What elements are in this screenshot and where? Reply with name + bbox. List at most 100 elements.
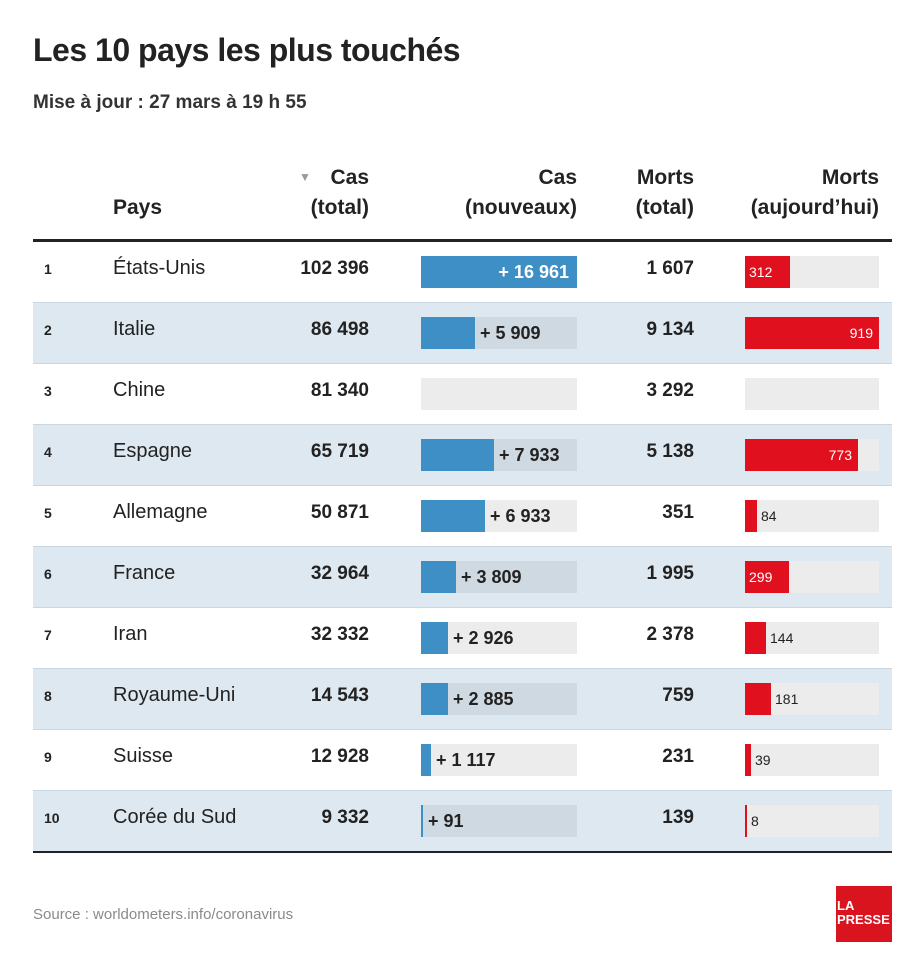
new-deaths-label: 144	[770, 630, 794, 646]
country-cell: Allemagne	[113, 501, 208, 523]
new-cases-label: + 2 885	[453, 689, 514, 709]
header-total-deaths: Morts (total)	[600, 163, 694, 223]
rank-cell: 8	[44, 688, 52, 704]
total-deaths-cell: 5 138	[646, 441, 694, 462]
header-total-cases-line1: Cas	[330, 166, 369, 189]
rank-cell: 6	[44, 566, 52, 582]
total-deaths-cell: 9 134	[646, 319, 694, 340]
total-cases-cell: 32 964	[310, 563, 369, 584]
new-deaths-bar-track: 84	[745, 500, 879, 532]
rank-cell: 1	[44, 261, 52, 277]
new-deaths-bar-track: 312	[745, 256, 879, 288]
country-cell: États-Unis	[113, 257, 206, 279]
chart-title: Les 10 pays les plus touchés	[33, 32, 461, 68]
total-cases-cell: 32 332	[310, 624, 369, 645]
new-cases-label: + 5 909	[480, 323, 541, 343]
table-row: 7 Iran 32 332 + 2 926 2 378 144	[33, 608, 892, 669]
header-new-cases-line1: Cas	[538, 166, 577, 189]
new-deaths-bar	[745, 317, 879, 349]
triangle-down-icon[interactable]: ▼	[299, 170, 311, 184]
new-cases-bar-track: + 2 885	[421, 683, 577, 715]
total-deaths-cell: 1 995	[646, 563, 694, 584]
country-cell: Suisse	[113, 745, 174, 767]
new-cases-bar	[421, 683, 448, 715]
new-cases-label: + 2 926	[453, 628, 514, 648]
table-row: 8 Royaume-Uni 14 543 + 2 885 759 181	[33, 669, 892, 730]
new-deaths-bar	[745, 500, 757, 532]
new-cases-bar-track: + 3 809	[421, 561, 577, 593]
header-new-deaths-line1: Morts	[821, 166, 879, 189]
rank-cell: 2	[44, 322, 52, 338]
table-row: 2 Italie 86 498 + 5 909 9 134 919	[33, 303, 892, 364]
new-cases-bar	[421, 622, 448, 654]
new-cases-bar	[421, 805, 423, 837]
header-new-cases-line2: (nouveaux)	[464, 196, 577, 219]
total-cases-cell: 102 396	[300, 258, 369, 279]
new-cases-bar	[421, 500, 485, 532]
new-deaths-label: 84	[761, 508, 777, 524]
new-cases-label: + 1 117	[436, 750, 496, 770]
new-deaths-bar-track: 39	[745, 744, 879, 776]
new-cases-bar	[421, 317, 475, 349]
new-cases-label: + 91	[428, 811, 464, 831]
new-cases-label: + 6 933	[490, 506, 551, 526]
new-deaths-bar	[745, 439, 858, 471]
new-deaths-bar	[745, 805, 747, 837]
new-deaths-bar	[745, 744, 751, 776]
new-deaths-bar-track: 299	[745, 561, 879, 593]
new-cases-label: + 3 809	[461, 567, 522, 587]
total-deaths-cell: 231	[662, 746, 694, 767]
chart-subtitle: Mise à jour : 27 mars à 19 h 55	[33, 92, 307, 113]
total-cases-cell: 81 340	[310, 380, 369, 401]
total-deaths-cell: 351	[662, 502, 694, 523]
total-cases-cell: 65 719	[310, 441, 369, 462]
new-deaths-bar-track	[745, 378, 879, 410]
total-cases-cell: 86 498	[310, 319, 369, 340]
new-deaths-bar-track: 919	[745, 317, 879, 349]
total-deaths-cell: 1 607	[646, 258, 694, 279]
new-deaths-label: 8	[751, 813, 759, 829]
new-deaths-label: 773	[828, 447, 852, 463]
new-cases-bar-track: + 7 933	[421, 439, 577, 471]
table-row: 5 Allemagne 50 871 + 6 933 351 84	[33, 486, 892, 547]
country-cell: France	[113, 562, 176, 584]
total-deaths-cell: 2 378	[646, 624, 694, 645]
total-cases-cell: 12 928	[310, 746, 369, 767]
rank-cell: 3	[44, 383, 52, 399]
header-total-cases[interactable]: Cas (total)	[270, 163, 369, 223]
new-cases-bar	[421, 561, 456, 593]
country-cell: Corée du Sud	[113, 806, 237, 828]
new-deaths-label: 39	[755, 752, 771, 768]
new-deaths-bar	[745, 683, 771, 715]
country-cell: Italie	[113, 318, 156, 340]
header-total-cases-line2: (total)	[310, 196, 369, 219]
new-cases-bar-track: + 2 926	[421, 622, 577, 654]
new-deaths-label: 299	[749, 569, 773, 585]
total-cases-cell: 14 543	[310, 685, 369, 706]
header-total-deaths-line2: (total)	[635, 196, 694, 219]
logo-line1: LA	[837, 898, 855, 913]
new-cases-bar-track: + 16 961	[421, 256, 577, 288]
total-deaths-cell: 759	[662, 685, 694, 706]
logo-line2: PRESSE	[837, 912, 890, 927]
new-deaths-bar	[745, 561, 789, 593]
rank-cell: 10	[44, 810, 60, 826]
rank-cell: 5	[44, 505, 52, 521]
total-cases-cell: 50 871	[310, 502, 369, 523]
table-row: 1 États-Unis 102 396 + 16 961 1 607 312	[33, 242, 892, 303]
new-cases-bar-track: + 91	[421, 805, 577, 837]
table-row: 6 France 32 964 + 3 809 1 995 299	[33, 547, 892, 608]
new-cases-bar-track	[421, 378, 577, 410]
new-deaths-bar-track: 181	[745, 683, 879, 715]
la-presse-logo: LA PRESSE	[836, 886, 892, 942]
new-deaths-label: 919	[849, 325, 873, 341]
new-cases-bar	[421, 744, 431, 776]
header-country: Pays	[113, 196, 163, 219]
country-cell: Iran	[113, 623, 148, 645]
table-bottom-rule	[33, 851, 892, 853]
new-cases-bar	[421, 439, 494, 471]
new-cases-label: + 16 961	[498, 262, 569, 282]
new-deaths-label: 312	[749, 264, 773, 280]
new-deaths-bar	[745, 622, 766, 654]
new-deaths-label: 181	[775, 691, 799, 707]
